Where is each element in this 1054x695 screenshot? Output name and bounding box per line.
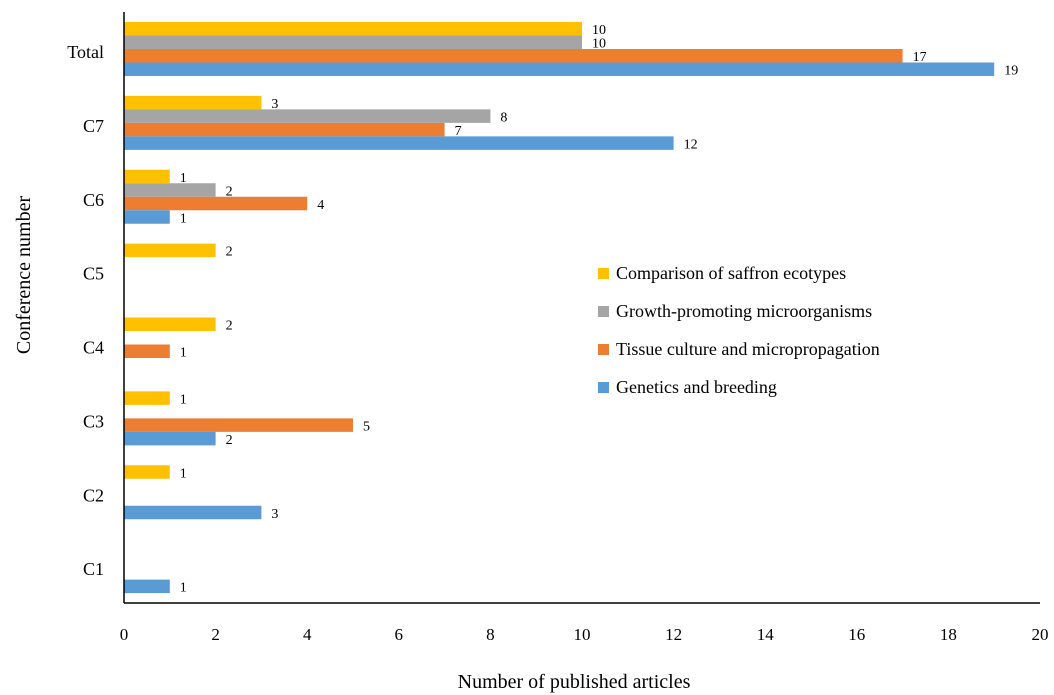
data-label-c4-series-3: 1 [180,346,187,361]
bars-layer [124,22,995,594]
bar-total-series-1 [124,22,582,36]
data-label-c3-series-3: 5 [363,419,370,434]
x-tick-label-14: 14 [757,625,775,644]
category-label-c5: C5 [83,264,104,284]
x-tick-label-12: 12 [665,625,682,644]
bar-total-series-3 [124,49,903,63]
bar-c6-series-4 [124,210,170,224]
bar-c7-series-1 [124,95,262,110]
category-label-c2: C2 [83,485,104,505]
bar-c3-series-1 [124,391,170,405]
bar-c3-series-3 [124,418,353,432]
data-label-c6-series-3: 4 [317,198,324,213]
data-label-c2-series-1: 1 [180,466,187,481]
data-label-c1-series-4: 1 [180,581,187,596]
bar-c7-series-3 [124,122,445,137]
data-label-c7-series-1: 3 [271,97,278,112]
bar-c6-series-1 [124,169,170,184]
bar-c7-series-4 [124,136,674,150]
x-axis-title: Number of published articles [458,671,691,693]
data-label-c6-series-2: 2 [226,184,233,199]
bar-total-series-2 [124,35,582,49]
category-label-c6: C6 [83,190,104,210]
x-tick-label-0: 0 [120,625,129,644]
data-label-c4-series-1: 2 [226,319,233,334]
bar-c4-series-3 [124,344,170,358]
category-labels: Total C7 C6 C5 C4 C3 C2 C1 [67,42,104,579]
data-label-total-series-4: 19 [1004,64,1018,79]
legend: Comparison of saffron ecotypes Growth-pro… [598,263,880,397]
data-label-c6-series-1: 1 [180,171,187,186]
x-tick-labels: 0 2 4 6 8 10 12 14 16 18 20 [120,625,1049,644]
x-tick-label-2: 2 [211,625,220,644]
x-tick-label-16: 16 [848,625,865,644]
x-tick-label-10: 10 [574,625,591,644]
data-label-c7-series-4: 12 [684,137,698,152]
data-label-c2-series-4: 3 [271,507,278,522]
category-label-c4: C4 [83,338,104,358]
legend-label-2: Growth-promoting microorganisms [616,301,872,321]
y-axis-title: Conference number [13,196,35,355]
legend-swatch-2 [598,306,609,317]
x-tick-label-4: 4 [303,625,312,644]
x-tick-label-18: 18 [940,625,957,644]
data-label-c5-series-1: 2 [226,245,233,260]
x-tick-label-20: 20 [1032,625,1049,644]
category-label-c7: C7 [83,116,104,136]
legend-label-3: Tissue culture and micropropagation [616,339,880,359]
category-label-c3: C3 [83,411,104,431]
bar-c1-series-4 [124,579,170,594]
data-label-c3-series-1: 1 [180,392,187,407]
data-label-c7-series-2: 8 [500,110,507,125]
bar-c2-series-1 [124,465,170,479]
bar-total-series-4 [124,62,995,76]
x-tick-label-6: 6 [395,625,404,644]
legend-swatch-4 [598,382,609,393]
bar-c7-series-2 [124,109,491,123]
data-label-total-series-1: 10 [592,23,606,38]
category-label-total: Total [67,42,104,62]
bar-c5-series-1 [124,243,216,258]
data-label-c6-series-4: 1 [180,211,187,226]
legend-swatch-3 [598,344,609,355]
bar-c3-series-4 [124,431,216,446]
x-tick-label-8: 8 [486,625,495,644]
bar-c2-series-4 [124,505,262,520]
data-label-c3-series-4: 2 [226,433,233,448]
legend-label-4: Genetics and breeding [616,377,777,397]
data-label-total-series-2: 10 [592,37,606,52]
data-label-c7-series-3: 7 [455,124,462,139]
bar-c6-series-2 [124,183,216,197]
data-label-total-series-3: 17 [913,50,927,65]
bar-c6-series-3 [124,196,308,211]
legend-swatch-1 [598,268,609,279]
bar-c4-series-1 [124,317,216,331]
legend-label-1: Comparison of saffron ecotypes [616,263,846,283]
category-label-c1: C1 [83,559,104,579]
